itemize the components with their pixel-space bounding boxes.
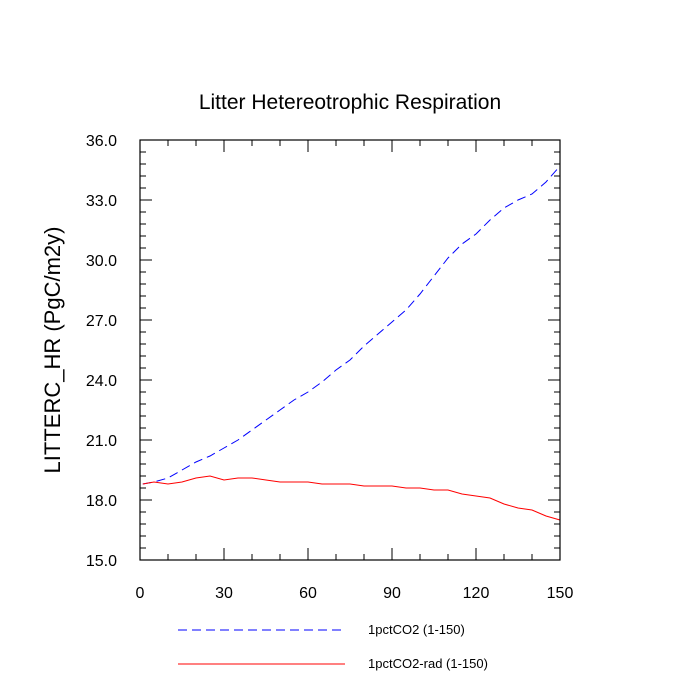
legend: 1pctCO2 (1-150) 1pctCO2-rad (1-150) — [178, 622, 488, 671]
series-line-2 — [142, 475, 561, 521]
y-tick-label: 15.0 — [86, 553, 117, 570]
y-tick-label: 27.0 — [86, 313, 117, 330]
chart-title: Litter Hetereotrophic Respiration — [199, 91, 501, 114]
series-layer — [142, 165, 561, 521]
x-tick-label: 30 — [215, 585, 233, 602]
y-tick-label: 24.0 — [86, 373, 117, 390]
y-tick-label: 36.0 — [86, 133, 117, 150]
y-tick-label: 18.0 — [86, 493, 117, 510]
axis-ticks — [139, 139, 561, 561]
legend-label-2: 1pctCO2-rad (1-150) — [368, 656, 488, 671]
x-tick-label: 90 — [383, 585, 401, 602]
series-line-1 — [142, 165, 561, 485]
plot-frame — [139, 139, 561, 561]
x-tick-label: 0 — [136, 585, 145, 602]
x-tick-label: 60 — [299, 585, 317, 602]
axis-tick-labels: 0 30 60 90 120 150 15.0 18.0 21.0 24.0 27.0 30.0 33.… — [86, 133, 574, 602]
y-axis-label: LITTERC_HR (PgC/m2y) — [40, 227, 65, 474]
x-tick-label: 150 — [547, 585, 574, 602]
y-tick-label: 33.0 — [86, 193, 117, 210]
y-tick-label: 30.0 — [86, 253, 117, 270]
x-tick-label: 120 — [463, 585, 490, 602]
legend-label-1: 1pctCO2 (1-150) — [368, 622, 465, 637]
y-tick-label: 21.0 — [86, 433, 117, 450]
